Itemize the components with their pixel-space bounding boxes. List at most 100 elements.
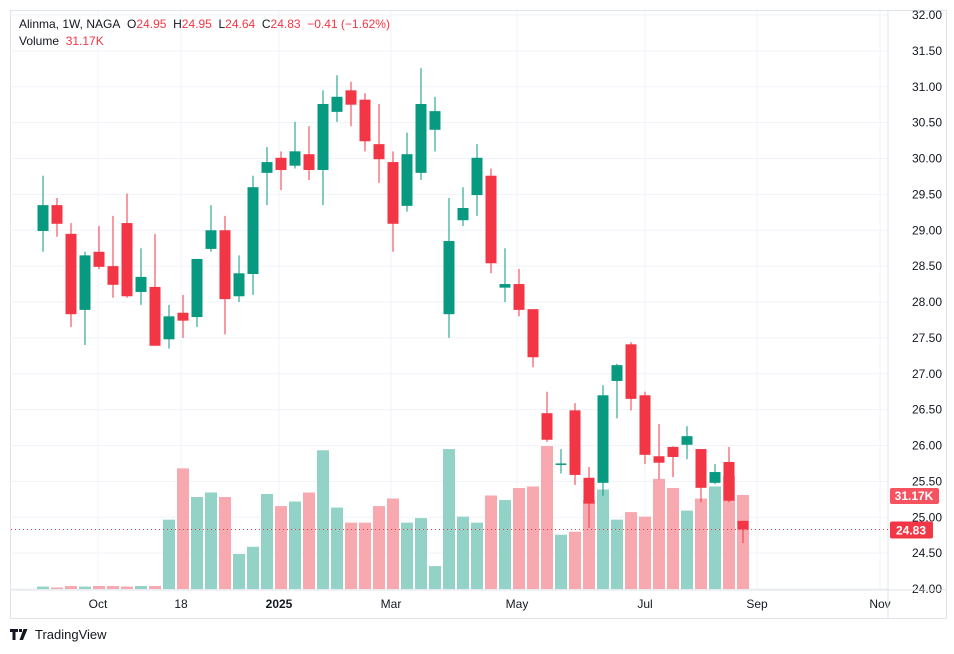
price-tick-label: 30.00 bbox=[912, 152, 942, 166]
high-value: 24.95 bbox=[181, 17, 212, 31]
price-tick-label: 29.50 bbox=[912, 187, 942, 201]
symbol-title[interactable]: Alinma, 1W, NAGA bbox=[19, 17, 121, 31]
candle-body bbox=[163, 316, 175, 340]
volume-bar bbox=[275, 506, 287, 589]
volume-bar bbox=[499, 500, 511, 589]
time-tick-label: Mar bbox=[381, 597, 402, 611]
price-tick-label: 28.50 bbox=[912, 259, 942, 273]
volume-bar bbox=[135, 585, 147, 589]
volume-legend: Volume 31.17K bbox=[19, 34, 104, 48]
chart-frame bbox=[10, 10, 947, 619]
price-tick-label: 30.50 bbox=[912, 116, 942, 130]
candle-body bbox=[51, 205, 63, 224]
volume-bar bbox=[387, 498, 399, 589]
price-badge-label: 24.83 bbox=[896, 523, 926, 537]
close-label: C bbox=[261, 17, 271, 31]
volume-bar bbox=[625, 512, 637, 589]
change-value: −0.41 (−1.62%) bbox=[307, 17, 390, 31]
tradingview-logo[interactable]: TradingView bbox=[10, 627, 107, 642]
candle-body bbox=[653, 456, 665, 463]
volume-bar bbox=[93, 585, 105, 589]
price-tick-label: 28.00 bbox=[912, 295, 942, 309]
volume-bar bbox=[79, 586, 91, 589]
candle-body bbox=[121, 223, 133, 297]
time-tick-label: 18 bbox=[174, 597, 188, 611]
volume-bar bbox=[457, 516, 469, 589]
volume-bar bbox=[247, 546, 259, 589]
volume-bar bbox=[303, 492, 315, 589]
candle-body bbox=[37, 205, 49, 231]
candle-body bbox=[737, 520, 749, 530]
candle-body bbox=[233, 273, 245, 297]
time-tick-label: Nov bbox=[869, 597, 890, 611]
candle-body bbox=[429, 111, 441, 130]
price-tick-label: 25.50 bbox=[912, 474, 942, 488]
candle-body bbox=[373, 144, 385, 160]
candle-body bbox=[709, 472, 721, 483]
candle-body bbox=[331, 96, 343, 112]
candle-body bbox=[359, 99, 371, 142]
open-label: O bbox=[127, 17, 137, 31]
candle-body bbox=[499, 284, 511, 288]
volume-badge bbox=[890, 488, 939, 504]
candle-body bbox=[261, 162, 273, 173]
volume-bar bbox=[541, 446, 553, 589]
open-value: 24.95 bbox=[136, 17, 167, 31]
volume-bar bbox=[569, 531, 581, 589]
volume-label[interactable]: Volume bbox=[19, 34, 60, 48]
price-tick-label: 26.00 bbox=[912, 439, 942, 453]
candle-body bbox=[681, 436, 693, 445]
volume-bar bbox=[205, 492, 217, 589]
price-tick-label: 27.00 bbox=[912, 367, 942, 381]
volume-bar bbox=[149, 585, 161, 589]
candle-body bbox=[79, 255, 91, 310]
volume-bar bbox=[709, 486, 721, 589]
price-tick-label: 24.00 bbox=[912, 582, 942, 596]
close-value: 24.83 bbox=[270, 17, 301, 31]
volume-bar bbox=[373, 506, 385, 589]
volume-bar bbox=[163, 519, 175, 589]
volume-bar bbox=[695, 498, 707, 589]
volume-bar bbox=[527, 486, 539, 589]
volume-bar bbox=[583, 500, 595, 589]
candle-body bbox=[583, 477, 595, 504]
candle-body bbox=[723, 462, 735, 501]
candle-body bbox=[415, 103, 427, 173]
time-tick-label: May bbox=[506, 597, 529, 611]
volume-bar bbox=[331, 507, 343, 589]
candle-body bbox=[695, 449, 707, 488]
price-tick-label: 26.50 bbox=[912, 403, 942, 417]
candle-body bbox=[513, 284, 525, 310]
candle-body bbox=[93, 251, 105, 267]
candle-body bbox=[527, 309, 539, 358]
volume-bar bbox=[471, 522, 483, 589]
tradingview-logo-icon bbox=[10, 628, 28, 640]
volume-bar bbox=[51, 587, 63, 589]
candle-body bbox=[289, 151, 301, 166]
volume-bar bbox=[485, 495, 497, 589]
volume-bar bbox=[723, 475, 735, 589]
time-tick-label: Jul bbox=[637, 597, 652, 611]
price-tick-label: 31.00 bbox=[912, 80, 942, 94]
price-tick-label: 24.50 bbox=[912, 546, 942, 560]
candle-body bbox=[569, 410, 581, 475]
candle-body bbox=[303, 154, 315, 170]
low-value: 24.64 bbox=[225, 17, 256, 31]
volume-bar bbox=[401, 522, 413, 589]
volume-bar bbox=[317, 450, 329, 589]
volume-bar bbox=[261, 494, 273, 589]
volume-bar bbox=[219, 497, 231, 589]
candle-body bbox=[555, 463, 567, 465]
candle-body bbox=[443, 241, 455, 315]
candle-body bbox=[345, 90, 357, 105]
candle-body bbox=[471, 157, 483, 196]
candle-body bbox=[401, 154, 413, 206]
time-tick-label: Sep bbox=[746, 597, 768, 611]
price-tick-label: 25.00 bbox=[912, 510, 942, 524]
candle-body bbox=[177, 312, 189, 321]
volume-bar bbox=[639, 516, 651, 589]
volume-bar bbox=[415, 518, 427, 589]
volume-bar bbox=[233, 554, 245, 589]
volume-bar bbox=[667, 487, 679, 589]
